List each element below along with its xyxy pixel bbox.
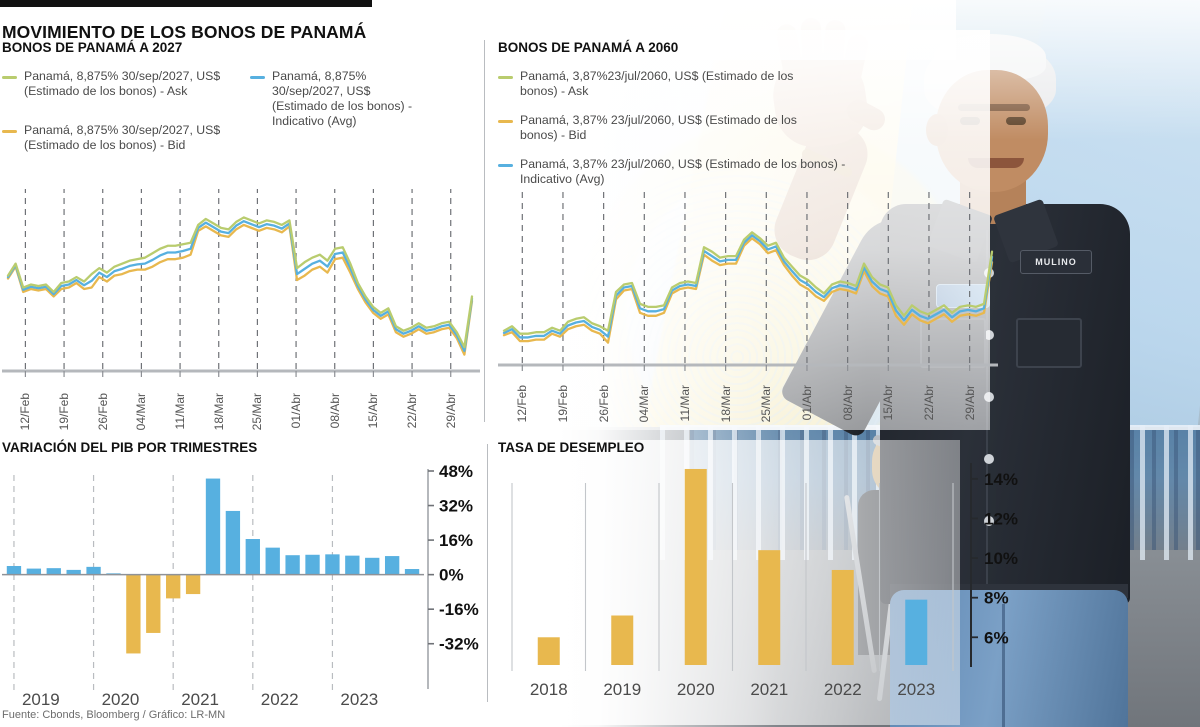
legend-swatch-avg-icon — [250, 76, 265, 79]
x-axis-tick-label: 01/Abr — [289, 393, 304, 429]
legend-swatch-ask-icon — [498, 76, 513, 79]
panel-title-desempleo: TASA DE DESEMPLEO — [498, 440, 645, 455]
divider-top — [484, 40, 485, 422]
x-axis-tick-label: 15/Abr — [881, 385, 896, 421]
xaxis-bonds-2060: 12/Feb 19/Feb 26/Feb 04/Mar 11/Mar 18/Mar 25/M… — [498, 383, 998, 443]
x-axis-tick-label: 12/Feb — [18, 393, 33, 431]
svg-text:10%: 10% — [984, 549, 1018, 568]
legend-swatch-avg-icon — [498, 164, 513, 167]
x-axis-tick-label: 11/Mar — [173, 393, 188, 430]
svg-text:6%: 6% — [984, 628, 1009, 647]
legend-label: Panamá, 8,875% 30/sep/2027, US$ (Estimad… — [24, 123, 221, 152]
panel-bonds-2060: BONOS DE PANAMÁ A 2060 Panamá, 3,87%23/j… — [498, 40, 998, 443]
svg-text:2019: 2019 — [22, 690, 60, 709]
svg-text:2022: 2022 — [824, 680, 862, 699]
legend-label: Panamá, 3,87%23/jul/2060, US$ (Estimado … — [520, 69, 794, 98]
svg-text:2023: 2023 — [897, 680, 935, 699]
x-axis-tick-label: 01/Abr — [799, 385, 814, 421]
x-axis-tick-label: 22/Abr — [921, 385, 936, 421]
legend-item[interactable]: Panamá, 3,87% 23/jul/2060, US$ (Estimado… — [498, 113, 798, 143]
legend-label: Panamá, 8,875% 30/sep/2027, US$ (Estimad… — [272, 69, 413, 128]
panel-bonds-2027: BONOS DE PANAMÁ A 2027 Panamá, 8,875% 30… — [2, 40, 480, 451]
chart-desempleo: 2018 2019 2020 2021 2022 2023 14% 12% 10% 8% 6% — [511, 463, 1018, 699]
left-white-background — [0, 0, 500, 727]
legend-swatch-bid-icon — [2, 130, 17, 133]
x-axis-tick-label: 19/Feb — [555, 385, 570, 423]
chart-pib: 2019 2020 2021 2022 2023 48% 32% 16% 0% -16% -32% — [2, 462, 479, 709]
upper-right-white-wash — [490, 30, 990, 430]
svg-text:2020: 2020 — [677, 680, 715, 699]
svg-text:8%: 8% — [984, 589, 1009, 608]
svg-text:48%: 48% — [439, 462, 473, 481]
panel-title-pib: VARIACIÓN DEL PIB POR TRIMESTRES — [2, 440, 258, 455]
x-axis-tick-label: 11/Mar — [677, 385, 692, 422]
lower-right-white-wash — [490, 440, 960, 725]
panel-title-bonds-2027: BONOS DE PANAMÁ A 2027 — [2, 40, 183, 55]
panel-pib: VARIACIÓN DEL PIB POR TRIMESTRES 2019 202… — [2, 440, 482, 709]
svg-text:2022: 2022 — [261, 690, 299, 709]
legend-bonds-2027: Panamá, 8,875% 30/sep/2027, US$ (Estimad… — [2, 69, 480, 189]
x-axis-tick-label: 29/Abr — [443, 393, 458, 429]
divider-bottom — [487, 444, 488, 702]
legend-label: Panamá, 8,875% 30/sep/2027, US$ (Estimad… — [24, 69, 221, 98]
panel-title-bonds-2060: BONOS DE PANAMÁ A 2060 — [498, 40, 679, 55]
chart-bonds-2027 — [2, 189, 480, 377]
legend-item[interactable]: Panamá, 8,875% 30/sep/2027, US$ (Estimad… — [2, 123, 242, 153]
x-axis-tick-label: 12/Feb — [515, 385, 530, 423]
legend-item[interactable]: Panamá, 3,87%23/jul/2060, US$ (Estimado … — [498, 69, 828, 99]
x-axis-tick-label: 08/Abr — [327, 393, 342, 429]
legend-item[interactable]: Panamá, 8,875% 30/sep/2027, US$ (Estimad… — [250, 69, 420, 129]
svg-text:14%: 14% — [984, 470, 1018, 489]
x-axis-tick-label: 26/Feb — [596, 385, 611, 423]
legend-item[interactable]: Panamá, 8,875% 30/sep/2027, US$ (Estimad… — [2, 69, 242, 99]
x-axis-tick-label: 26/Feb — [95, 393, 110, 431]
title-rule — [0, 0, 372, 7]
chart-bonds-2060 — [498, 187, 998, 371]
legend-swatch-bid-icon — [498, 120, 513, 123]
svg-text:-32%: -32% — [439, 635, 479, 654]
svg-text:0%: 0% — [439, 566, 464, 585]
x-axis-tick-label: 18/Mar — [718, 385, 733, 423]
svg-text:2023: 2023 — [340, 690, 378, 709]
legend-label: Panamá, 3,87% 23/jul/2060, US$ (Estimado… — [520, 157, 846, 186]
svg-text:12%: 12% — [984, 509, 1018, 528]
source-note: Fuente: Cbonds, Bloomberg / Gráfico: LR-… — [2, 709, 226, 721]
x-axis-tick-label: 04/Mar — [134, 393, 149, 431]
svg-text:2018: 2018 — [530, 680, 568, 699]
x-axis-tick-label: 15/Abr — [366, 393, 381, 429]
x-axis-tick-label: 29/Abr — [962, 385, 977, 421]
svg-text:-16%: -16% — [439, 600, 479, 619]
x-axis-tick-label: 25/Mar — [759, 385, 774, 423]
svg-text:2019: 2019 — [603, 680, 641, 699]
svg-text:2021: 2021 — [181, 690, 219, 709]
x-axis-tick-label: 22/Abr — [405, 393, 420, 429]
x-axis-tick-label: 25/Mar — [250, 393, 265, 431]
x-axis-tick-label: 18/Mar — [211, 393, 226, 431]
x-axis-tick-label: 08/Abr — [840, 385, 855, 421]
svg-text:32%: 32% — [439, 497, 473, 516]
svg-text:2021: 2021 — [750, 680, 788, 699]
legend-swatch-ask-icon — [2, 76, 17, 79]
legend-item[interactable]: Panamá, 3,87% 23/jul/2060, US$ (Estimado… — [498, 157, 868, 187]
legend-bonds-2060: Panamá, 3,87%23/jul/2060, US$ (Estimado … — [498, 69, 998, 187]
panel-desempleo: TASA DE DESEMPLEO 2018 2019 2020 2021 2022 20… — [498, 440, 1058, 711]
page-title: MOVIMIENTO DE LOS BONOS DE PANAMÁ — [2, 21, 367, 42]
x-axis-tick-label: 19/Feb — [57, 393, 72, 431]
legend-label: Panamá, 3,87% 23/jul/2060, US$ (Estimado… — [520, 113, 797, 142]
x-axis-tick-label: 04/Mar — [637, 385, 652, 423]
svg-text:2020: 2020 — [102, 690, 140, 709]
svg-text:16%: 16% — [439, 531, 473, 550]
